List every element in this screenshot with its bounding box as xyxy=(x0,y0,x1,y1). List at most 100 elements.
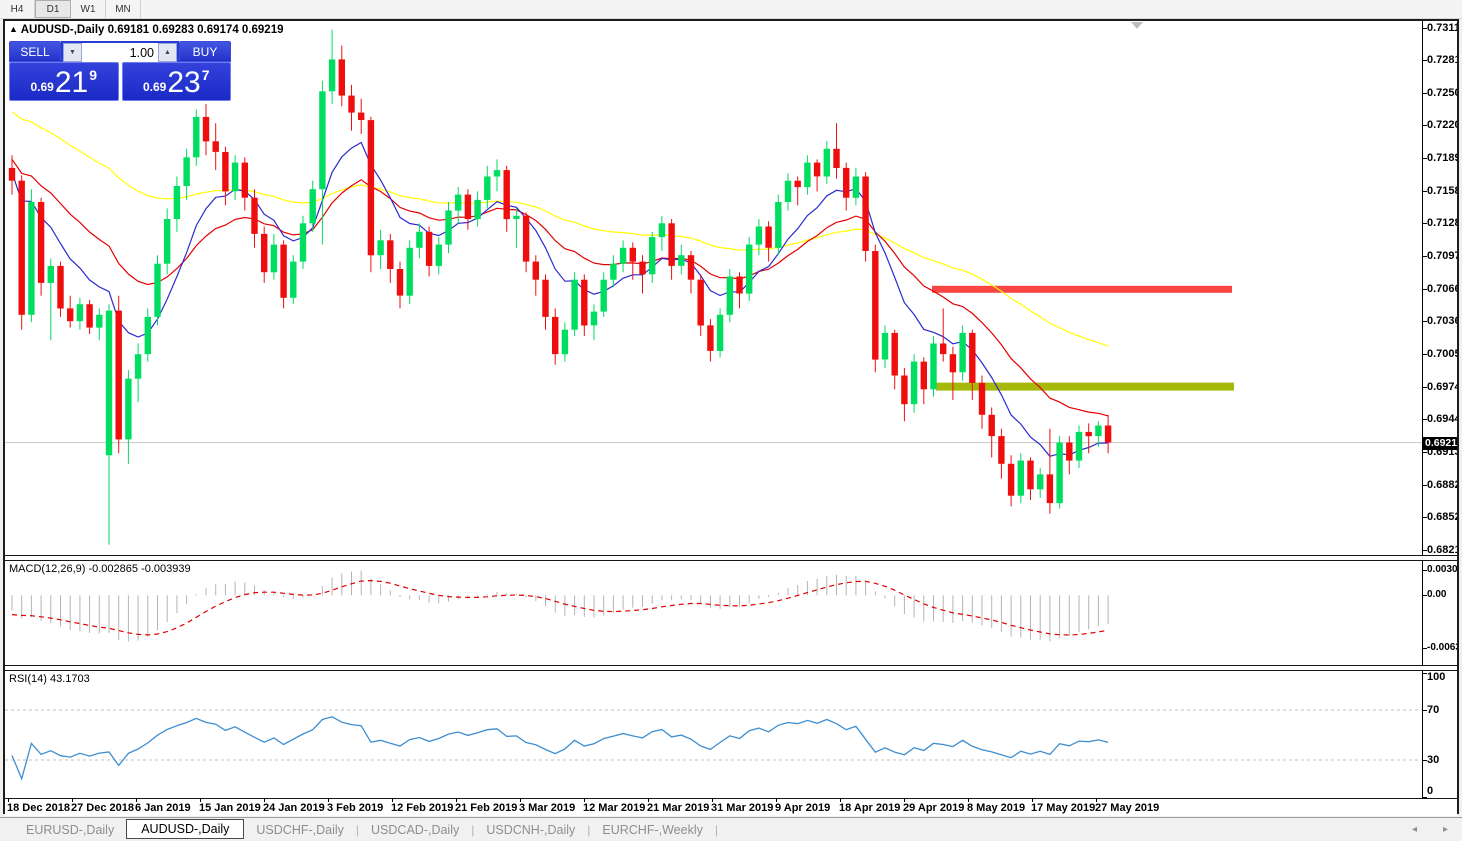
buy-price-big: 23 xyxy=(167,66,201,99)
chart-tab-bar: EURUSD-,Daily AUDUSD-,Daily USDCHF-,Daily |… xyxy=(0,817,1462,841)
date-label: 3 Mar 2019 xyxy=(519,802,576,814)
date-tick xyxy=(776,799,777,802)
price-axis-label: 0.68520 xyxy=(1427,511,1457,523)
chart-tab-usdchf[interactable]: USDCHF-,Daily xyxy=(256,822,344,837)
volume-decrease-button[interactable]: ▼ xyxy=(63,43,82,62)
timeframe-toolbar: H4 D1 W1 MN xyxy=(0,0,1462,19)
chart-tab-usdcad[interactable]: USDCAD-,Daily xyxy=(371,822,460,837)
date-label: 6 Jan 2019 xyxy=(135,802,191,814)
axis-tick xyxy=(1423,60,1427,61)
timeframe-button-w1[interactable]: W1 xyxy=(71,0,106,18)
axis-tick xyxy=(1423,387,1427,388)
tab-scroll-right-icon[interactable]: ▸ xyxy=(1442,824,1448,835)
macd-axis-label: 0.003035 xyxy=(1427,564,1457,575)
axis-tick xyxy=(1423,550,1427,551)
sell-price-box[interactable]: 0.69 21 9 xyxy=(9,62,119,101)
volume-control: ▼ ▲ xyxy=(61,41,179,62)
date-tick xyxy=(136,799,137,802)
chart-tab-usdcnh[interactable]: USDCNH-,Daily xyxy=(486,822,576,837)
chart-tab-eurusd[interactable]: EURUSD-,Daily xyxy=(26,822,115,837)
macd-panel[interactable]: MACD(12,26,9) -0.002865 -0.003939 xyxy=(5,561,1422,665)
axis-tick xyxy=(1423,28,1427,29)
date-label: 21 Feb 2019 xyxy=(455,802,518,814)
date-label: 3 Feb 2019 xyxy=(327,802,384,814)
pane-splitter[interactable] xyxy=(5,665,1457,671)
sell-price-big: 21 xyxy=(54,66,89,99)
sell-button[interactable]: SELL xyxy=(9,41,61,62)
date-label: 12 Mar 2019 xyxy=(583,802,646,814)
tab-separator: | xyxy=(471,822,475,837)
timeframe-button-h4[interactable]: H4 xyxy=(0,0,35,18)
date-tick xyxy=(1096,799,1097,802)
rsi-axis-label: 70 xyxy=(1427,704,1440,716)
axis-tick xyxy=(1423,570,1427,571)
tab-separator: | xyxy=(714,822,718,837)
date-tick xyxy=(328,799,329,802)
buy-price-pip: 7 xyxy=(201,67,210,83)
price-axis-label: 0.73115 xyxy=(1427,22,1457,34)
chart-window: ▲ AUDUSD-,Daily 0.69181 0.69283 0.69174 … xyxy=(3,19,1459,816)
volume-input[interactable] xyxy=(82,43,158,62)
rsi-label: RSI(14) 43.1703 xyxy=(9,673,90,685)
axis-tick xyxy=(1423,191,1427,192)
timeframe-button-d1[interactable]: D1 xyxy=(35,0,71,18)
axis-tick xyxy=(1423,673,1427,674)
rsi-axis-label: 0 xyxy=(1427,785,1434,797)
tab-scroll-left-icon[interactable]: ◂ xyxy=(1411,824,1417,835)
price-axis-label: 0.69745 xyxy=(1427,381,1457,393)
axis-tick xyxy=(1423,710,1427,711)
date-tick xyxy=(392,799,393,802)
rsi-panel[interactable]: RSI(14) 43.1703 xyxy=(5,671,1422,798)
timeframe-button-mn[interactable]: MN xyxy=(106,0,141,18)
chart-tab-audusd[interactable]: AUDUSD-,Daily xyxy=(126,818,245,839)
sell-price-prefix: 0.69 xyxy=(30,80,54,94)
sell-price-pip: 9 xyxy=(89,67,98,83)
price-axis-label: 0.72810 xyxy=(1427,54,1457,66)
chart-title: ▲ AUDUSD-,Daily 0.69181 0.69283 0.69174 … xyxy=(9,24,284,36)
date-tick xyxy=(1032,799,1033,802)
rsi-axis-label: 100 xyxy=(1427,671,1446,683)
window-expand-icon[interactable]: ▲ xyxy=(9,24,18,34)
volume-increase-button[interactable]: ▲ xyxy=(158,43,177,62)
price-axis-label: 0.70970 xyxy=(1427,250,1457,262)
chart-tab-eurchf[interactable]: EURCHF-,Weekly xyxy=(602,822,703,837)
date-tick xyxy=(456,799,457,802)
date-label: 12 Feb 2019 xyxy=(391,802,454,814)
buy-button[interactable]: BUY xyxy=(179,41,231,62)
date-tick xyxy=(8,799,9,802)
price-axis-label: 0.69440 xyxy=(1427,413,1457,425)
price-axis-label: 0.72505 xyxy=(1427,87,1457,99)
one-click-trade-panel: SELL ▼ ▲ BUY 0.69 21 9 0.69 xyxy=(9,41,231,101)
chart-symbol-label: AUDUSD-,Daily xyxy=(20,24,105,36)
date-label: 18 Dec 2018 xyxy=(7,802,70,814)
macd-axis-label: -0.006313 xyxy=(1427,642,1457,653)
price-axis: 0.73115 0.72810 0.72505 0.72200 0.71890 0.715… xyxy=(1422,21,1457,555)
price-axis-label: 0.70050 xyxy=(1427,348,1457,360)
date-tick xyxy=(200,799,201,802)
axis-tick xyxy=(1423,452,1427,453)
date-axis: 18 Dec 2018 27 Dec 2018 6 Jan 2019 15 Jan 2… xyxy=(5,799,1457,816)
price-axis-label: 0.68210 xyxy=(1427,544,1457,555)
divider xyxy=(5,798,1457,799)
date-tick xyxy=(712,799,713,802)
tab-scroll-controls: ◂ ▸ xyxy=(1412,824,1448,835)
rsi-axis: 100 70 30 0 xyxy=(1422,671,1457,798)
pane-splitter[interactable] xyxy=(5,555,1457,561)
chart-shift-marker-icon xyxy=(1131,22,1143,29)
rsi-axis-label: 30 xyxy=(1427,754,1440,766)
price-axis-label: 0.71890 xyxy=(1427,152,1457,164)
axis-tick xyxy=(1423,93,1427,94)
axis-tick xyxy=(1423,125,1427,126)
axis-tick xyxy=(1423,354,1427,355)
macd-axis: 0.003035 0.00 -0.006313 xyxy=(1422,561,1457,665)
price-axis-label: 0.71280 xyxy=(1427,217,1457,229)
buy-price-prefix: 0.69 xyxy=(142,80,167,94)
date-tick xyxy=(840,799,841,802)
macd-label: MACD(12,26,9) -0.002865 -0.003939 xyxy=(9,563,191,575)
main-chart-plot[interactable]: ▲ AUDUSD-,Daily 0.69181 0.69283 0.69174 … xyxy=(5,21,1422,555)
date-tick xyxy=(648,799,649,802)
current-price-badge: 0.69219 xyxy=(1423,437,1457,450)
date-label: 31 Mar 2019 xyxy=(711,802,774,814)
axis-tick xyxy=(1423,760,1427,761)
buy-price-box[interactable]: 0.69 23 7 xyxy=(121,62,231,101)
